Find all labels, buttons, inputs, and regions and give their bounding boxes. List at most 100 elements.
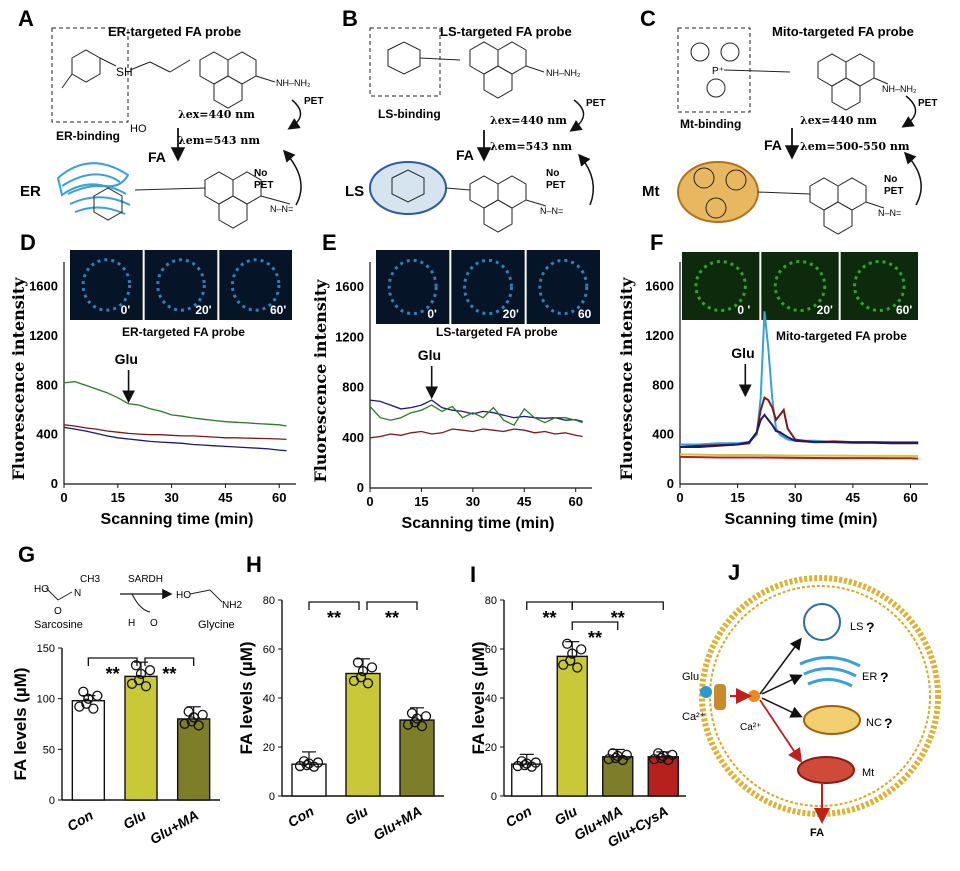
y-tick-label: 400 [342,430,364,445]
data-point [526,761,537,772]
panel-letter-d: D [20,230,36,255]
calcium-dot [748,690,760,702]
y-axis-title: FA levels (µM) [469,641,488,754]
nopet-label-b: No [546,168,559,179]
pathway-arrow [759,637,802,695]
ring-structure [199,51,229,85]
bond-line [209,589,223,603]
ring-structure [469,41,499,75]
sardh-scheme: HO N CH3 O Sarcosine SARDH H O HO NH2 Gl… [34,574,242,631]
data-point [144,665,156,676]
ring-structure [693,167,715,189]
panel-letter-e: E [322,230,337,255]
pathway-arrow [761,674,803,695]
y-tick-label: 0 [491,791,497,803]
cell-outline [853,260,906,312]
nc-label-j: NC [866,717,882,729]
bond-line [57,591,73,601]
data-point [362,678,374,689]
panel-letter-b: B [342,6,358,31]
data-point [81,698,92,709]
category-label: Glu+MA [370,803,424,843]
x-tick-label: 45 [218,490,232,505]
data-point [658,750,669,762]
data-point [130,660,142,671]
y-tick-label: 0 [357,480,364,495]
time-label: 0 ' [737,303,750,317]
y-tick-label: 80 [485,595,497,607]
y-tick-label: 0 [667,476,674,491]
y-tick-label: 800 [652,377,674,392]
significance-bracket [87,657,138,666]
glu-annotation: Glu [731,345,754,361]
ring-structure [720,42,740,62]
data-point [521,758,532,769]
scheme-product: Glycine [198,619,235,631]
x-tick-label: 60 [903,490,917,505]
bond-line [134,187,206,191]
data-point [576,644,587,655]
scheme-h: H [128,618,135,629]
y-tick-label: 60 [485,644,497,656]
fa-label-c: FA [764,137,782,153]
bond-line [61,73,73,89]
y-tick-label: 800 [342,380,364,395]
time-label: 20' [503,307,519,321]
ring-structure [391,169,425,203]
x-tick-label: 30 [164,490,178,505]
series-line-yellow [679,453,919,458]
data-point [402,719,414,730]
hydrazine-label: NH–NH₂ [546,68,581,78]
nc-question: ? [884,715,893,731]
x-tick-label: 45 [846,490,860,505]
y-tick-label: 1600 [645,279,674,294]
cell-outline [230,258,281,312]
y-tick-label: 20 [485,742,497,754]
x-axis-title: Scanning time (min) [101,511,254,528]
cell-outline [81,258,132,312]
significance-bracket [308,601,360,610]
series-line-blue [63,426,287,452]
ring-structure [218,195,248,229]
time-label: 20' [817,303,833,317]
bond-line [169,59,191,73]
bond-line [99,57,117,67]
y-tick-label: 100 [37,694,55,706]
lex-label-a: λex=440 nm [178,108,255,121]
no-pet-arrow [578,153,595,206]
bond-line [129,61,151,71]
y-tick-label: 40 [485,693,497,705]
y-tick-label: 60 [263,644,275,656]
ring-structure [497,175,527,209]
series-line-green [369,404,583,427]
y-tick-label: 0 [49,795,55,807]
significance-bracket [571,621,619,630]
panel-letter-g: G [18,542,35,567]
ring-structure [213,75,243,109]
scheme-ch3: CH3 [80,574,100,585]
time-label: 0' [427,307,437,321]
er-label-j: ER [862,671,877,683]
ring-structure [706,78,726,98]
data-point [133,674,145,686]
x-axis-title: Scanning time (min) [725,511,878,528]
data-point [74,701,85,712]
data-point [567,648,578,659]
chart-e: E 0' 20' 60 LS-targeted FA probe 0 15 30 45 60 0 40… [311,230,600,532]
nopet-label-b2: PET [546,180,565,191]
series-line-blue [680,413,919,448]
bond-line [873,77,889,85]
x-tick-label: 60 [272,490,286,505]
ca-label-j: Ca²⁺ [682,711,706,723]
category-label: Con [285,803,317,830]
binding-label-a: ER-binding [56,129,120,143]
chart-title: Mito-targeted FA probe [776,329,907,343]
data-point [355,672,367,683]
cell-outline [156,258,206,312]
chart-d: D 0' 20' 60' ER-targeted FA probe 0 15 30 45 60 0 4… [9,230,296,528]
glu-annotation: Glu [418,347,441,363]
data-point [572,662,583,673]
data-point [179,718,190,729]
significance-bracket [366,601,418,610]
panel-letter-c: C [640,6,656,31]
